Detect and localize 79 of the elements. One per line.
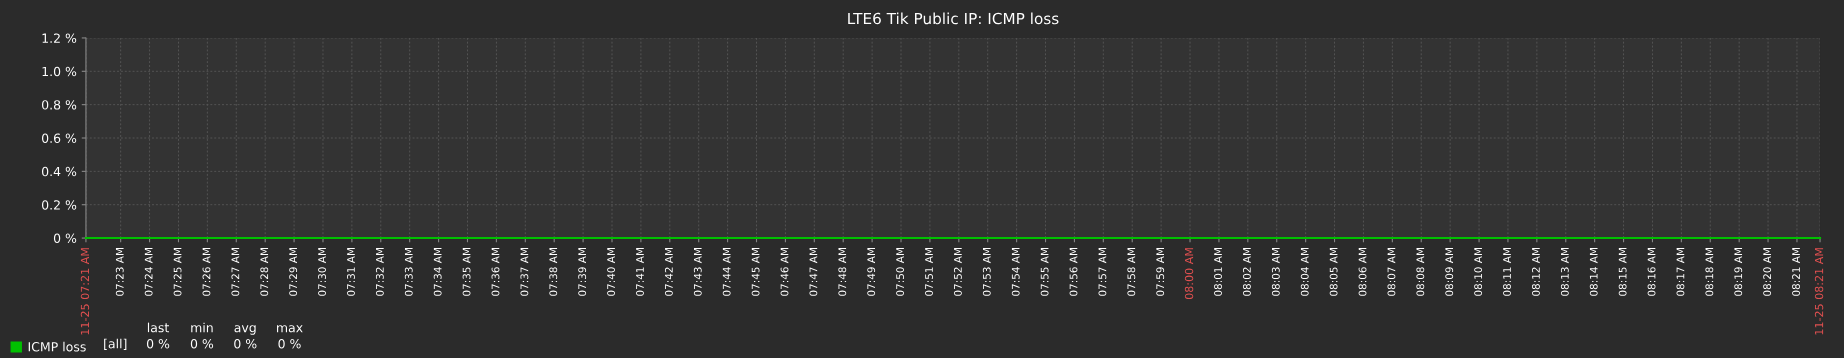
x-tick-label: 07:24 AM <box>144 248 153 296</box>
x-tick-label: 08:01 AM <box>1214 248 1222 296</box>
chart-title: LTE6 Tik Public IP: ICMP loss <box>848 12 1059 25</box>
x-tick-label: 08:18 AM <box>1705 248 1714 296</box>
x-tick-label: 08:09 AM <box>1445 248 1454 296</box>
x-tick-label: 07:47 AM <box>809 248 818 296</box>
x-tick-label: 08:00 AM <box>1184 248 1194 300</box>
x-tick-label: 08:06 AM <box>1358 248 1367 296</box>
x-tick-label: 08:14 AM <box>1589 248 1598 296</box>
legend-label: ICMP loss <box>28 341 86 352</box>
x-tick-label: 07:38 AM <box>549 248 558 296</box>
x-tick-label: 08:04 AM <box>1300 248 1309 296</box>
x-tick-label: 07:55 AM <box>1040 248 1049 296</box>
x-tick-label: 07:26 AM <box>202 248 211 296</box>
x-tick-label: 07:25 AM <box>173 248 182 296</box>
text: [all] <box>104 338 127 350</box>
x-tick-label: 08:17 AM <box>1676 248 1685 296</box>
y-tick-label: 0.8 % <box>42 100 77 110</box>
x-tick-label: 08:12 AM <box>1531 248 1540 296</box>
x-tick-label: 08:21 AM <box>1792 248 1800 296</box>
x-tick-label: 07:59 AM <box>1156 248 1165 296</box>
x-tick-label: 07:50 AM <box>896 248 905 296</box>
x-tick-label: 07:56 AM <box>1069 248 1078 296</box>
x-tick-label: 11-25 07:21 AM <box>80 248 90 335</box>
x-tick-label: 07:39 AM <box>578 248 587 296</box>
x-tick-label: 08:15 AM <box>1618 248 1627 296</box>
text: 0 % <box>278 338 301 349</box>
x-tick-label: 07:48 AM <box>838 248 847 296</box>
text: last <box>147 322 170 333</box>
x-tick-label: 07:43 AM <box>693 248 702 296</box>
x-tick-label: 07:30 AM <box>318 248 326 296</box>
x-tick-label: 07:45 AM <box>751 248 760 296</box>
x-tick-label: 07:34 AM <box>433 248 442 296</box>
y-tick-label: 1.0 % <box>42 66 77 77</box>
x-tick-label: 07:23 AM <box>115 248 124 296</box>
x-tick-label: 07:51 AM <box>925 248 933 296</box>
x-tick-label: 07:35 AM <box>462 248 471 296</box>
x-tick-label: 08:10 AM <box>1474 248 1483 296</box>
x-tick-label: 07:44 AM <box>722 248 731 296</box>
x-tick-label: 08:13 AM <box>1560 248 1569 296</box>
x-tick-label: 08:07 AM <box>1387 248 1396 296</box>
x-tick-label: 07:32 AM <box>375 248 384 296</box>
y-tick-label: 0.2 % <box>42 200 77 210</box>
x-tick-label: 08:20 AM <box>1763 248 1772 296</box>
y-tick-label: 0 % <box>53 233 77 243</box>
text: 0 % <box>190 338 214 349</box>
x-tick-label: 07:42 AM <box>664 248 673 296</box>
x-tick-label: 07:41 AM <box>636 248 644 296</box>
x-tick-label: 08:19 AM <box>1734 248 1743 296</box>
text: max <box>277 325 303 333</box>
x-tick-label: 08:16 AM <box>1647 248 1656 296</box>
x-tick-label: 07:40 AM <box>607 248 616 296</box>
x-tick-label: 08:08 AM <box>1416 248 1425 296</box>
x-tick-label: 07:52 AM <box>953 248 962 296</box>
x-tick-label: 08:03 AM <box>1271 248 1280 296</box>
x-tick-label: 08:11 AM <box>1503 248 1511 296</box>
y-tick-label: 0.6 % <box>42 133 77 143</box>
x-tick-label: 07:31 AM <box>347 248 355 296</box>
x-tick-label: 07:49 AM <box>867 248 876 296</box>
x-tick-label: 07:33 AM <box>404 248 413 296</box>
text: 0 % <box>146 338 170 349</box>
x-tick-label: 08:05 AM <box>1329 248 1338 296</box>
y-tick-label: 1.2 % <box>42 33 77 43</box>
y-tick-label: 0.4 % <box>42 166 77 177</box>
x-tick-label: 07:28 AM <box>260 248 269 296</box>
x-tick-label: 07:54 AM <box>1011 248 1020 296</box>
x-tick-label: 07:36 AM <box>491 248 500 296</box>
x-tick-label: 11-25 08:21 AM <box>1814 248 1824 335</box>
text: avg <box>234 325 256 335</box>
x-tick-label: 08:02 AM <box>1242 248 1251 296</box>
x-tick-label: 07:37 AM <box>520 248 529 296</box>
text: min <box>191 322 213 333</box>
x-tick-label: 07:57 AM <box>1098 248 1107 296</box>
x-tick-label: 07:29 AM <box>289 248 298 296</box>
text: 0 % <box>234 338 257 349</box>
x-tick-label: 07:53 AM <box>982 248 991 296</box>
x-tick-label: 07:27 AM <box>231 248 240 296</box>
x-tick-label: 07:46 AM <box>780 248 789 296</box>
x-tick-label: 07:58 AM <box>1127 248 1136 296</box>
